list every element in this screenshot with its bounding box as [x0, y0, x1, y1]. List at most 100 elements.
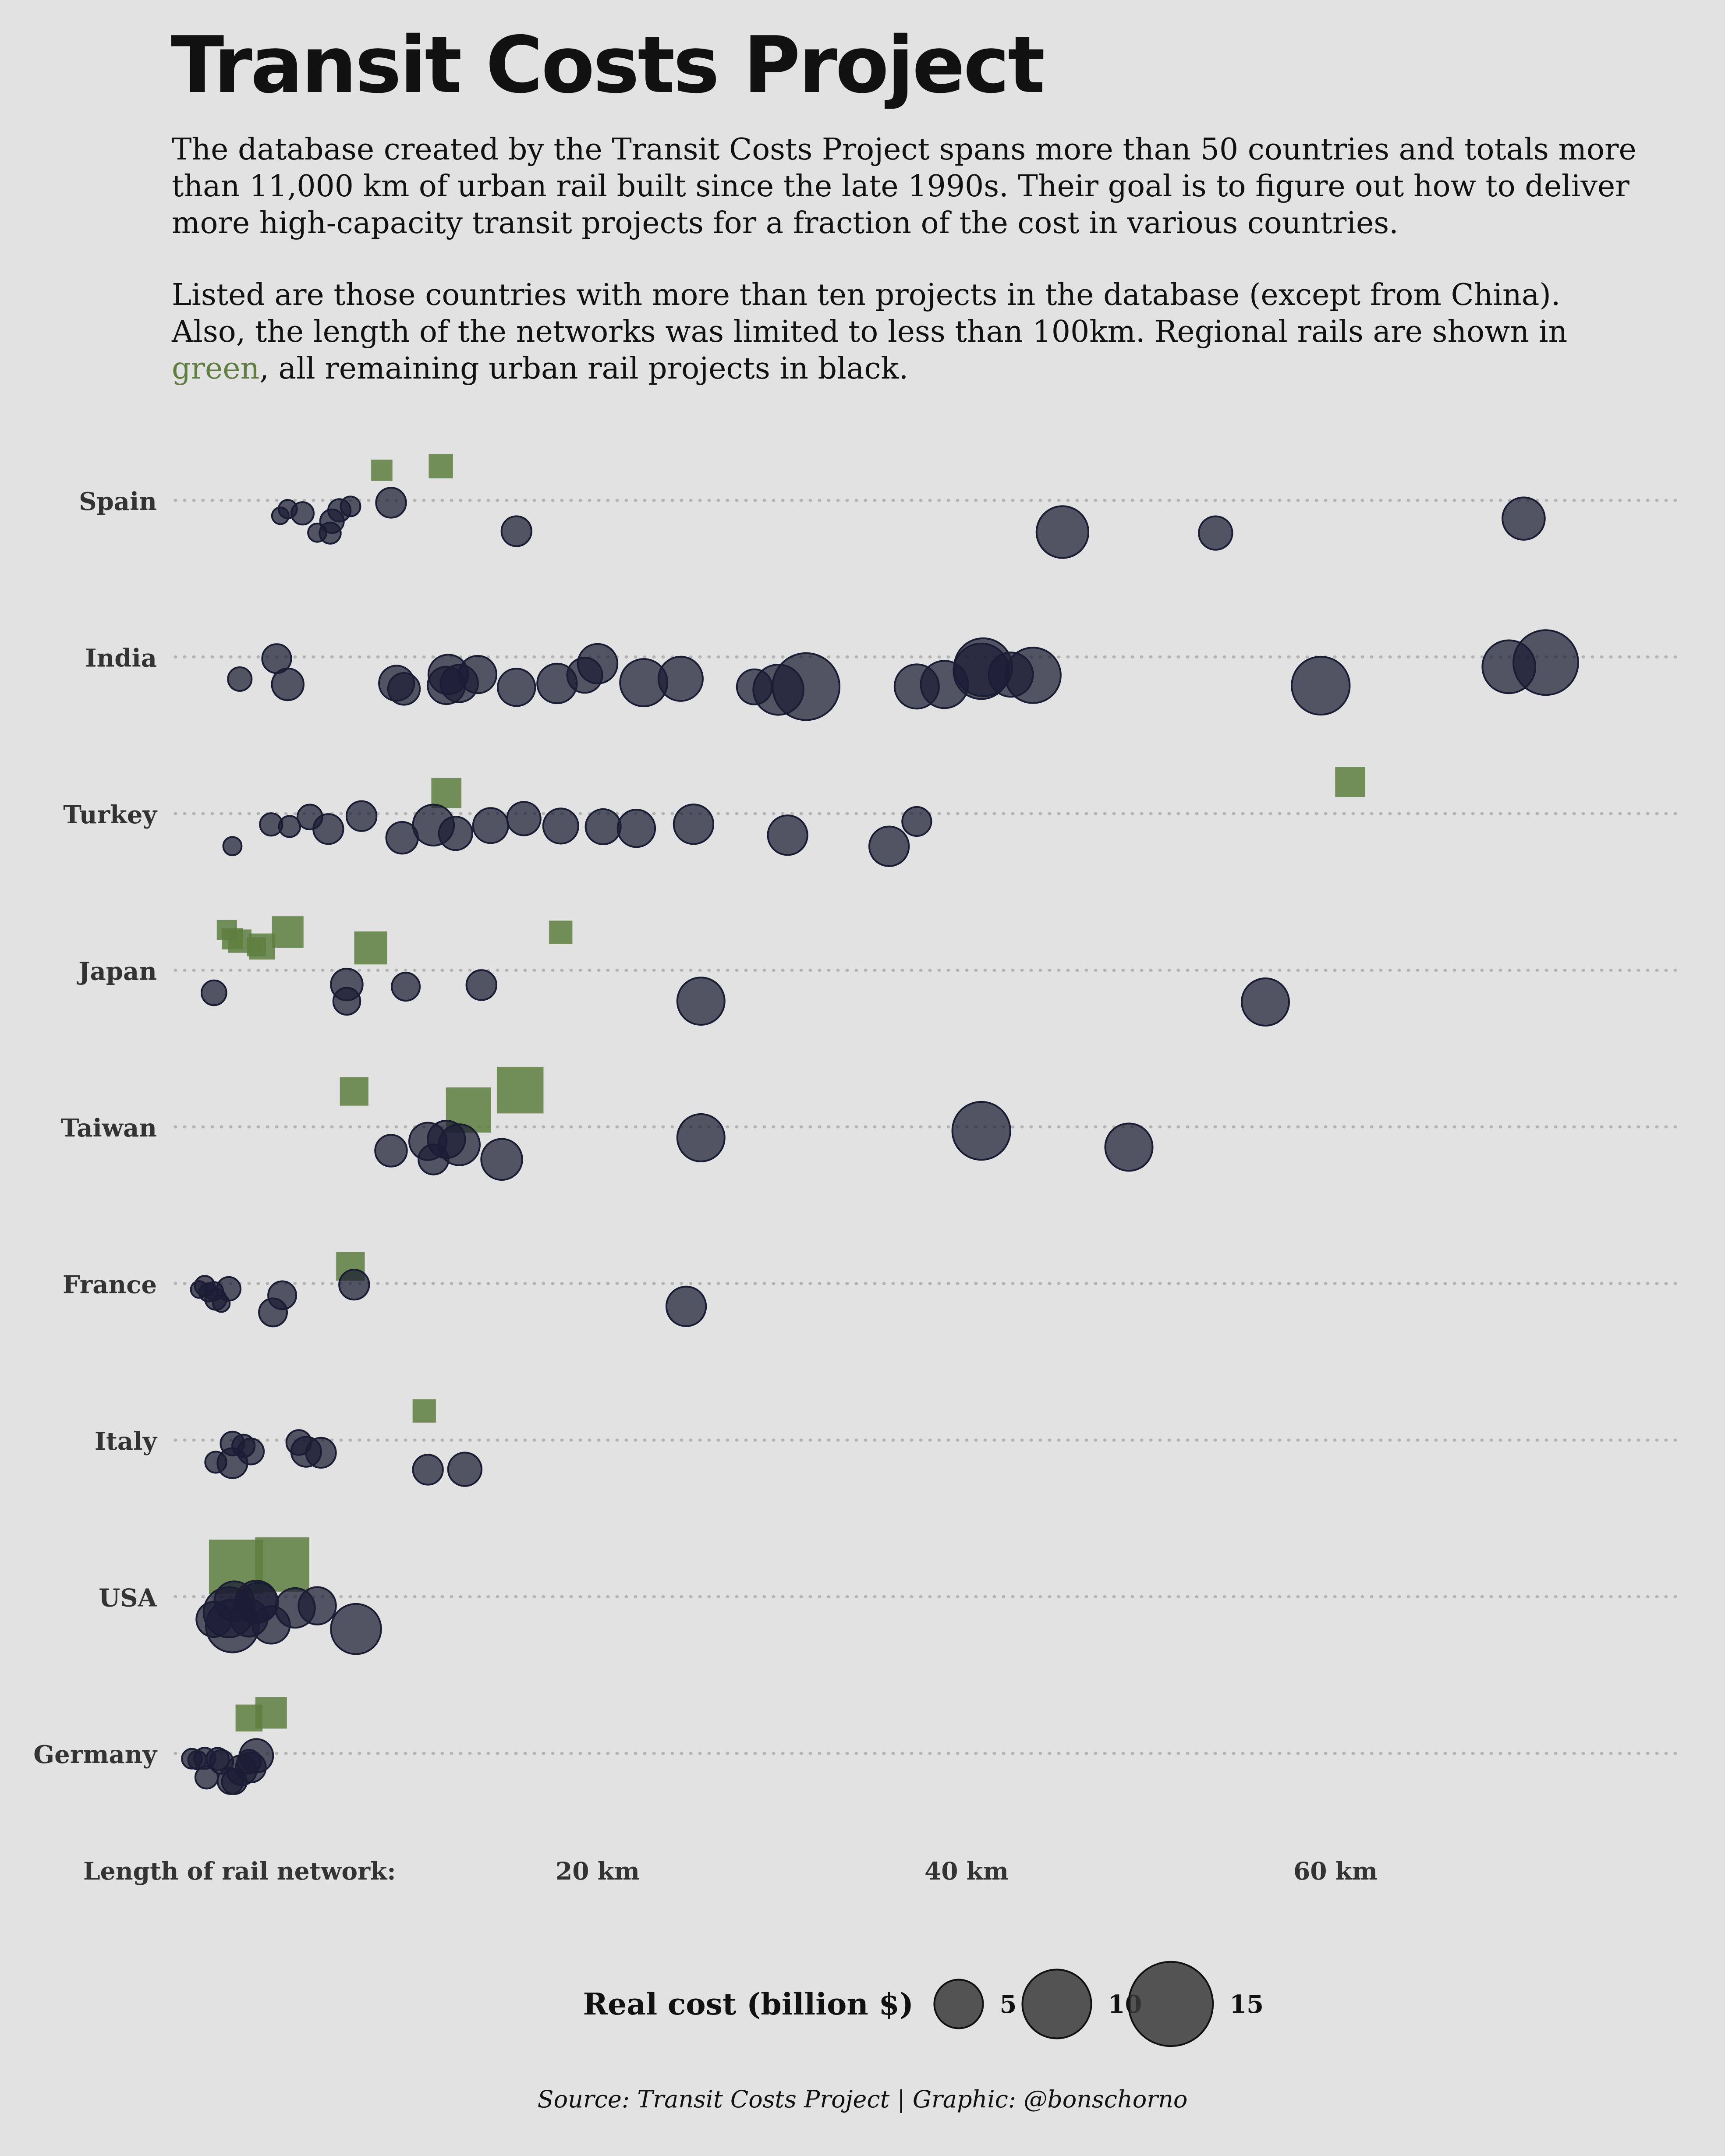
- urban-project-marker: [227, 666, 253, 692]
- urban-project-marker: [1104, 1122, 1154, 1172]
- urban-project-marker: [305, 1437, 337, 1469]
- urban-project-marker: [1502, 496, 1546, 541]
- urban-project-marker: [216, 1276, 241, 1302]
- urban-project-marker: [338, 1268, 370, 1301]
- intro-paragraph-2: Listed are those countries with more tha…: [172, 277, 1640, 387]
- urban-project-marker: [665, 1285, 707, 1327]
- country-label: Spain: [79, 487, 157, 516]
- urban-project-marker: [1291, 655, 1351, 716]
- legend-title: Real cost (billion $): [583, 1987, 914, 2022]
- regional-project-marker: [255, 1697, 287, 1729]
- legend-size-circle: [933, 1979, 984, 2029]
- urban-project-marker: [458, 655, 498, 694]
- urban-project-marker: [497, 668, 536, 707]
- x-tick-label: 60 km: [1293, 1857, 1378, 1885]
- country-row-italy: Italy: [95, 1399, 1684, 1487]
- urban-project-marker: [1512, 629, 1579, 696]
- country-label: Italy: [95, 1427, 158, 1456]
- regional-project-marker: [412, 1399, 436, 1423]
- intro-paragraph-1: The database created by the Transit Cost…: [172, 132, 1636, 241]
- country-label: Taiwan: [61, 1114, 157, 1143]
- regional-project-marker: [354, 931, 387, 965]
- urban-project-marker: [767, 814, 808, 856]
- country-label: India: [85, 644, 157, 673]
- legend-size-circle: [1021, 1968, 1092, 2039]
- urban-project-marker: [673, 804, 715, 845]
- intro-paragraph-2-text: Listed are those countries with more tha…: [172, 278, 1568, 349]
- regional-project-marker: [340, 1077, 368, 1106]
- country-label: Turkey: [63, 800, 157, 829]
- source-caption: Source: Transit Costs Project | Graphic:…: [537, 2085, 1188, 2113]
- urban-project-marker: [500, 515, 532, 547]
- urban-project-marker: [868, 825, 910, 867]
- urban-project-marker: [375, 487, 407, 519]
- country-row-france: France: [63, 1252, 1684, 1328]
- urban-project-marker: [657, 655, 704, 702]
- urban-project-marker: [298, 1586, 337, 1625]
- urban-project-marker: [271, 667, 305, 701]
- country-row-germany: Germany: [33, 1697, 1684, 1795]
- urban-project-marker: [506, 801, 542, 836]
- urban-project-marker: [438, 815, 474, 851]
- intro-green-word: green: [172, 351, 260, 386]
- country-row-spain: Spain: [79, 454, 1684, 559]
- urban-project-marker: [1198, 515, 1233, 551]
- x-axis-label: Length of rail network:: [83, 1857, 396, 1885]
- urban-project-marker: [237, 1437, 265, 1466]
- legend-size-circle: [1127, 1961, 1214, 2047]
- urban-project-marker: [480, 1138, 523, 1181]
- x-tick-label: 20 km: [556, 1857, 640, 1885]
- regional-project-marker: [371, 460, 393, 481]
- urban-project-marker: [290, 501, 315, 526]
- legend-size-label: 15: [1229, 1990, 1264, 2019]
- urban-project-marker: [387, 672, 421, 706]
- urban-project-marker: [901, 806, 932, 837]
- urban-project-marker: [238, 1738, 274, 1774]
- regional-project-marker: [549, 920, 573, 944]
- urban-project-marker: [616, 809, 656, 848]
- urban-project-marker: [374, 1134, 408, 1168]
- regional-project-marker: [249, 933, 275, 960]
- regional-project-marker: [272, 916, 304, 948]
- urban-project-marker: [438, 1123, 481, 1166]
- urban-project-marker: [1035, 505, 1090, 559]
- urban-project-marker: [951, 1101, 1011, 1161]
- country-label: France: [63, 1271, 157, 1299]
- country-label: Germany: [33, 1740, 157, 1769]
- country-label: Japan: [76, 957, 157, 986]
- chart-title: Transit Costs Project: [171, 20, 1045, 110]
- regional-project-marker: [431, 778, 462, 808]
- country-label: USA: [99, 1584, 157, 1613]
- country-row-turkey: Turkey: [63, 767, 1684, 867]
- urban-project-marker: [330, 1603, 382, 1655]
- urban-project-marker: [319, 508, 345, 534]
- urban-project-marker: [201, 979, 227, 1006]
- urban-project-marker: [332, 987, 361, 1016]
- regional-project-marker: [496, 1066, 544, 1114]
- country-row-taiwan: Taiwan: [61, 1066, 1684, 1181]
- urban-project-marker: [465, 969, 497, 1001]
- urban-project-marker: [584, 808, 622, 846]
- intro-paragraph-2-end: , all remaining urban rail projects in b…: [259, 351, 909, 386]
- regional-project-marker: [1335, 767, 1366, 797]
- legend-size-label: 5: [1000, 1990, 1017, 2019]
- urban-project-marker: [222, 836, 243, 857]
- urban-project-marker: [542, 807, 579, 845]
- country-row-japan: Japan: [76, 916, 1684, 1027]
- urban-project-marker: [1241, 977, 1290, 1027]
- urban-project-marker: [267, 1280, 298, 1310]
- country-row-usa: USA: [99, 1537, 1684, 1655]
- urban-project-marker: [340, 496, 361, 517]
- urban-project-marker: [676, 977, 726, 1026]
- urban-project-marker: [391, 972, 421, 1002]
- urban-project-marker: [676, 1113, 726, 1162]
- country-row-india: India: [85, 629, 1684, 721]
- urban-project-marker: [447, 1451, 483, 1487]
- urban-project-marker: [345, 800, 378, 832]
- urban-project-marker: [472, 807, 509, 844]
- urban-project-marker: [772, 652, 841, 721]
- urban-project-marker: [312, 813, 344, 845]
- regional-project-marker: [429, 454, 453, 478]
- urban-project-marker: [1004, 647, 1062, 704]
